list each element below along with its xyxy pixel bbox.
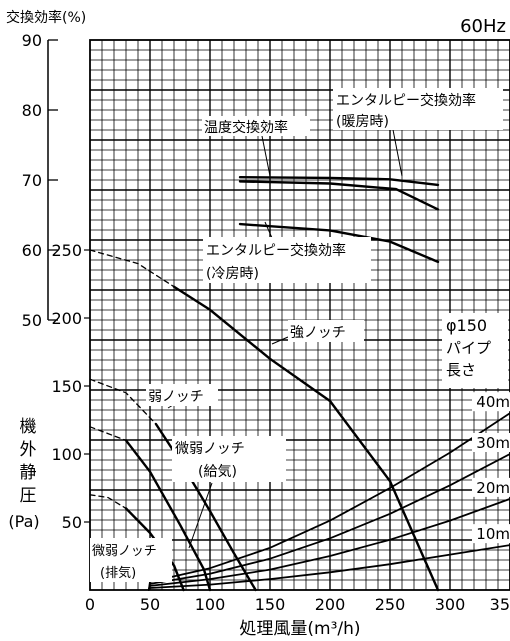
label-micro-exhaust-2: (排気) <box>100 565 136 581</box>
plot-border <box>89 39 510 591</box>
x-tick-label: 0 <box>85 595 95 614</box>
pressure-tick-label: 150 <box>51 377 82 396</box>
x-tick-label: 200 <box>315 595 346 614</box>
label-temperature: 温度交換効率 <box>204 119 288 136</box>
efficiency-axis-label: 交換効率(%) <box>6 9 86 26</box>
pipe-curve-2 <box>147 497 510 591</box>
label-enthalpy-heating-1: エンタルピー交換効率 <box>336 92 476 109</box>
pipe-curve-1 <box>147 544 510 591</box>
x-axis-label: 処理風量(m³/h) <box>239 619 360 639</box>
plot-frame <box>89 39 510 591</box>
pressure-tick-label: 200 <box>51 309 82 328</box>
efficiency-curve-3 <box>238 222 440 264</box>
pressure-label-char-4: 圧 <box>20 486 37 506</box>
x-tick-label: 250 <box>375 595 406 614</box>
efficiency-curve-1 <box>238 175 440 187</box>
leader-micro-supply <box>188 482 213 549</box>
pressure-unit: (Pa) <box>8 512 39 531</box>
fan-curve-dashed-4 <box>89 494 127 510</box>
x-tick-label: 300 <box>435 595 466 614</box>
label-enthalpy-heating-2: (暖房時) <box>336 114 389 130</box>
x-axis: 0 50 100 150 200 250 300 35 処理風量(m³/h) <box>85 595 510 639</box>
label-micro-supply-1: 微弱ノッチ <box>175 441 245 457</box>
label-bg-temperature <box>202 116 310 136</box>
fan-curve-dashed-1 <box>89 249 175 288</box>
efficiency-tick-label: 70 <box>22 171 42 190</box>
efficiency-tick-label: 90 <box>22 31 42 50</box>
pipe-curve-3 <box>147 453 510 591</box>
label-enthalpy-cooling-1: エンタルピー交換効率 <box>206 242 346 259</box>
fan-curve-1 <box>172 285 440 592</box>
pipe-label: 40m <box>476 393 510 411</box>
efficiency-tick-label: 80 <box>22 101 42 120</box>
frequency-label: 60Hz <box>460 16 506 37</box>
label-bg-micro-exhaust <box>90 538 172 582</box>
label-bg-weak <box>146 384 218 406</box>
efficiency-tick-label: 50 <box>22 311 42 330</box>
pressure-tick-label: 100 <box>51 445 82 464</box>
label-bg-enthalpy-heating <box>333 88 503 130</box>
leader-temperature <box>261 135 271 177</box>
annotations: エンタルピー交換効率 (暖房時) 温度交換効率 エンタルピー交換効率 (冷房時)… <box>90 88 508 582</box>
leader-enthalpy-cooling <box>264 221 273 239</box>
fan-curve-3 <box>124 439 212 592</box>
pipe-label: 30m <box>476 434 510 452</box>
efficiency-tick-label: 60 <box>22 241 42 260</box>
label-bg-micro-supply <box>172 436 286 482</box>
label-bg-enthalpy-cooling <box>203 237 371 283</box>
pipe-legend-1: φ150 <box>446 316 487 335</box>
pipe-label-bg <box>472 477 510 497</box>
pressure-tick-label: 250 <box>51 241 82 260</box>
pressure-label-char-2: 外 <box>20 440 37 460</box>
x-tick-label: 50 <box>140 595 160 614</box>
pressure-label-char-3: 静 <box>20 463 37 483</box>
label-weak: 弱ノッチ <box>148 389 204 405</box>
label-strong: 強ノッチ <box>290 325 346 341</box>
label-micro-exhaust-1: 微弱ノッチ <box>92 544 157 559</box>
pipe-legend-3: 長さ <box>446 361 476 379</box>
x-tick-label: 150 <box>255 595 286 614</box>
pressure-label-char-1: 機 <box>20 417 37 437</box>
pipe-legend-2: パイプ <box>446 339 491 357</box>
label-micro-supply-2: (給気) <box>198 464 237 480</box>
label-enthalpy-cooling-2: (冷房時) <box>206 266 259 282</box>
x-ticks: 0 50 100 150 200 250 300 35 <box>85 595 510 614</box>
pipe-label-bg <box>472 433 510 452</box>
pipe-label-bg <box>472 392 510 412</box>
pressure-axis: 50 100 150 200 250 機 外 静 圧 (Pa) <box>8 241 90 532</box>
pressure-ticks: 50 100 150 200 250 <box>51 241 90 532</box>
efficiency-curve-2 <box>238 180 440 211</box>
pressure-tick-label: 50 <box>62 513 82 532</box>
pipe-labels: 10m 20m 30m 40m <box>472 392 510 544</box>
label-bg-strong <box>288 320 364 342</box>
efficiency-axis: 交換効率(%) 50 60 70 80 90 <box>6 9 86 330</box>
x-tick-label: 35 <box>490 595 510 614</box>
pipe-label: 10m <box>476 525 510 543</box>
label-bg-pipe-legend <box>442 313 508 388</box>
leader-strong <box>271 336 289 345</box>
pipe-label-bg <box>472 524 510 544</box>
fan-curve-dashed-2 <box>89 378 157 425</box>
pipe-label: 20m <box>476 479 510 497</box>
efficiency-ticks: 50 60 70 80 90 <box>22 31 58 330</box>
fan-curve-dashed-3 <box>89 426 127 442</box>
x-tick-label: 100 <box>195 595 226 614</box>
